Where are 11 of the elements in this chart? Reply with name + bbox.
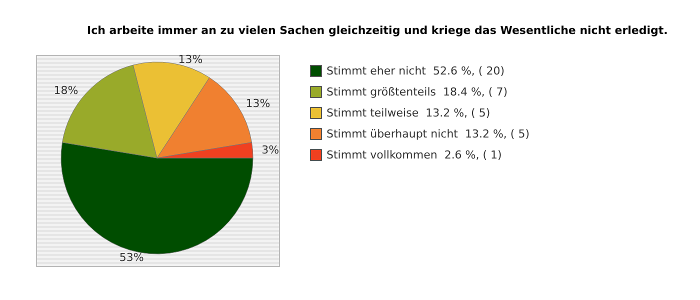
chart-title: Ich arbeite immer an zu vielen Sachen gleichzeitig und kriege das Wesentliche nicht erledigt.	[87, 24, 668, 37]
data-label: 3%	[262, 143, 280, 156]
data-label: 18%	[54, 84, 78, 97]
data-label: 53%	[119, 251, 144, 264]
legend-label: Stimmt teilweise 13.2 %, ( 5)	[326, 106, 490, 120]
legend-label: Stimmt vollkommen 2.6 %, ( 1)	[326, 148, 502, 162]
data-label: 13%	[178, 52, 203, 66]
legend-label: Stimmt überhaupt nicht 13.2 %, ( 5)	[326, 128, 530, 140]
legend-label: Stimmt eher nicht 52.6 %, ( 20)	[326, 64, 504, 78]
data-label: 13%	[246, 96, 270, 110]
legend-label: Stimmt größtenteils 18.4 %, ( 7)	[326, 86, 508, 98]
